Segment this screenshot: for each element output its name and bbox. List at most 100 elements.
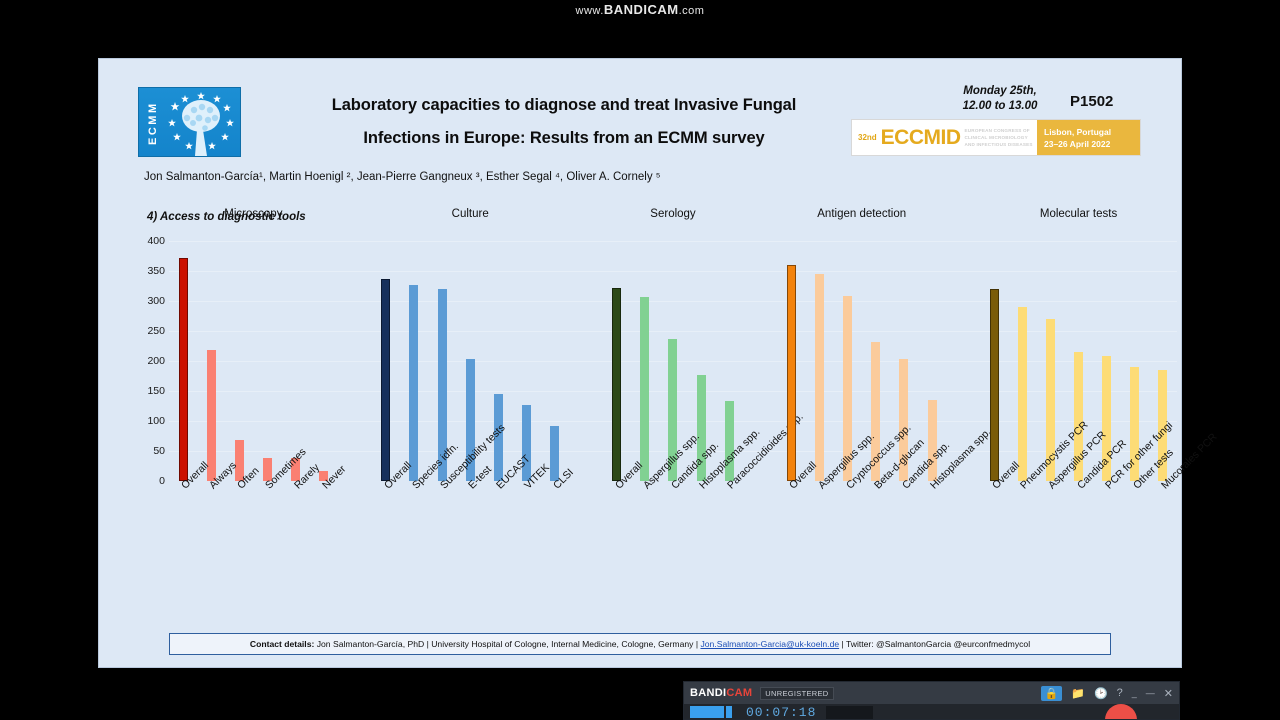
gridline xyxy=(169,331,1177,332)
watermark-suffix: .com xyxy=(678,5,705,17)
bar xyxy=(724,401,734,481)
x-axis-tick-label: Never xyxy=(319,463,348,492)
gridline xyxy=(169,301,1177,302)
y-axis-tick-label: 200 xyxy=(147,355,165,367)
gridline xyxy=(169,241,1177,242)
title-line-1: Laboratory capacities to diagnose and tr… xyxy=(331,96,797,114)
mode-chip-secondary[interactable] xyxy=(726,706,732,718)
bar xyxy=(640,297,650,481)
diagnostic-tools-bar-chart: 0 50 100 150 200 250 300 350 400 Microscopy Overa… xyxy=(121,208,1219,601)
bandicam-logo-part2: CAM xyxy=(726,687,753,699)
y-axis: 0 50 100 150 200 250 300 350 400 xyxy=(121,235,165,487)
x-axis-labels: Overall Species idfn. Susceptibility tests… xyxy=(372,422,576,583)
unregistered-badge: UNREGISTERED xyxy=(760,686,834,700)
ecmm-logo: ECMM xyxy=(138,87,241,157)
bar xyxy=(262,457,272,481)
y-axis-tick-label: 150 xyxy=(147,385,165,397)
eccmid-subtitle: EUROPEAN CONGRESS OF CLINICAL MICROBIOLO… xyxy=(964,127,1033,148)
bar xyxy=(521,405,531,481)
y-axis-tick-label: 250 xyxy=(147,325,165,337)
eccmid-banner-right: Lisbon, Portugal 23–26 April 2022 xyxy=(1037,120,1140,155)
bandicam-watermark: www.BANDICAM.com xyxy=(0,2,1280,17)
bar-group-title: Antigen detection xyxy=(817,208,907,220)
eccmid-banner-left: 32nd ECCMID EUROPEAN CONGRESS OF CLINICA… xyxy=(852,127,1037,148)
bar xyxy=(1045,319,1055,481)
clock-icon[interactable]: 🕑 xyxy=(1093,687,1108,700)
bandicam-window[interactable]: BANDICAM UNREGISTERED 🔒 📁 🕑 ? _ — ✕ 00:0… xyxy=(683,681,1180,720)
poster-title: Laboratory capacities to diagnose and tr… xyxy=(254,89,874,155)
bar xyxy=(927,400,937,481)
plot-area: Microscopy Overall Always Often Sometimes Rar… xyxy=(169,208,1219,491)
bar xyxy=(319,471,329,481)
eccmid-name: ECCMID xyxy=(880,125,961,149)
x-axis-labels: Overall Aspergillus spp. Candida spp. Histo… xyxy=(603,411,806,583)
record-button[interactable] xyxy=(1105,704,1137,719)
bar xyxy=(843,296,853,481)
bar xyxy=(1158,370,1168,481)
bar xyxy=(871,341,881,481)
section-heading: 4) Access to diagnostic tools xyxy=(147,211,306,223)
session-time-text: Monday 25th, 12.00 to 13.00 xyxy=(962,85,1038,112)
bandicam-toolbar[interactable]: 00:07:18 xyxy=(684,704,1179,720)
bar-group-title: Culture xyxy=(451,208,489,220)
slide-header: ECMM xyxy=(99,59,1181,183)
contact-details-bar: Contact details: Jon Salmanton-García, P… xyxy=(169,633,1111,655)
bandicam-titlebar[interactable]: BANDICAM UNREGISTERED 🔒 📁 🕑 ? _ — ✕ xyxy=(684,682,1179,704)
bandicam-logo-part1: BANDI xyxy=(690,687,727,699)
ecmm-brain-icon xyxy=(168,92,234,156)
bar-group: Serology Overall Aspergillus spp. Candida s… xyxy=(603,208,806,491)
eccmid-edition: 32nd xyxy=(858,132,877,142)
minimize-icon[interactable]: _ xyxy=(1131,688,1137,698)
watermark-prefix: www. xyxy=(575,5,604,17)
contact-email-link[interactable]: Jon.Salmanton-Garcia@uk-koeln.de xyxy=(700,639,840,649)
author-list-text: Jon Salmanton-García¹, Martin Hoenigl ²,… xyxy=(144,171,661,183)
bar xyxy=(437,289,447,481)
bar xyxy=(234,439,244,481)
poster-slide: ECMM xyxy=(98,58,1219,668)
bar xyxy=(1102,356,1112,481)
folder-icon[interactable]: 📁 xyxy=(1071,687,1085,700)
close-icon[interactable]: ✕ xyxy=(1163,687,1173,700)
session-meta: Monday 25th, 12.00 to 13.00 P1502 xyxy=(944,84,1159,114)
y-axis-tick-label: 400 xyxy=(147,235,165,247)
poster-number: P1502 xyxy=(1070,93,1114,110)
bar-group: Microscopy Overall Always Often Sometimes Rar… xyxy=(169,208,348,491)
contact-twitter: | Twitter: @SalmantonGarcia @eurconfmedm… xyxy=(839,639,1031,649)
restore-icon[interactable]: — xyxy=(1145,688,1155,698)
y-axis-tick-label: 100 xyxy=(147,415,165,427)
watermark-brand: BANDICAM xyxy=(603,2,679,17)
bar xyxy=(465,359,475,481)
bar-group: Culture Overall Species idfn. Susceptibilit… xyxy=(372,208,576,491)
bar xyxy=(178,257,188,481)
title-line-2: Infections in Europe: Results from an EC… xyxy=(363,129,765,147)
mode-chip-primary[interactable] xyxy=(690,706,724,718)
bar xyxy=(409,284,419,481)
bar xyxy=(1017,307,1027,481)
y-axis-tick-label: 300 xyxy=(147,295,165,307)
eccmid-dates: 23–26 April 2022 xyxy=(1044,138,1111,149)
session-time: Monday 25th, 12.00 to 13.00 xyxy=(944,84,1056,114)
bar xyxy=(1130,367,1140,481)
bar xyxy=(668,338,678,481)
bar-group: Molecular tests Overall Pneumocystis PCR As… xyxy=(980,208,1219,491)
x-axis-labels: Overall Pneumocystis PCR Aspergillus PCR Ca… xyxy=(980,419,1219,583)
eccmid-banner: 32nd ECCMID EUROPEAN CONGRESS OF CLINICA… xyxy=(851,119,1141,156)
lock-icon[interactable]: 🔒 xyxy=(1040,685,1063,701)
bar-group-title: Serology xyxy=(650,208,696,220)
contact-affiliation: Jon Salmanton-García, PhD | University H… xyxy=(314,639,701,649)
recording-timer: 00:07:18 xyxy=(746,704,817,720)
help-icon[interactable]: ? xyxy=(1116,687,1123,699)
bandicam-logo: BANDICAM xyxy=(690,687,752,699)
bar xyxy=(493,394,503,481)
x-axis-labels: Overall Aspergillus spp. Cryptococcus spp.… xyxy=(777,422,993,583)
y-axis-tick-label: 0 xyxy=(159,475,165,487)
x-axis-labels: Overall Always Often Sometimes Rarely Never xyxy=(169,446,348,583)
bar xyxy=(1074,352,1084,481)
bar xyxy=(815,274,824,481)
contact-label: Contact details: xyxy=(249,639,315,649)
y-axis-tick-label: 350 xyxy=(147,265,165,277)
author-list: Jon Salmanton-García¹, Martin Hoenigl ²,… xyxy=(144,171,844,183)
bar xyxy=(612,287,622,481)
settings-box[interactable] xyxy=(826,705,874,719)
